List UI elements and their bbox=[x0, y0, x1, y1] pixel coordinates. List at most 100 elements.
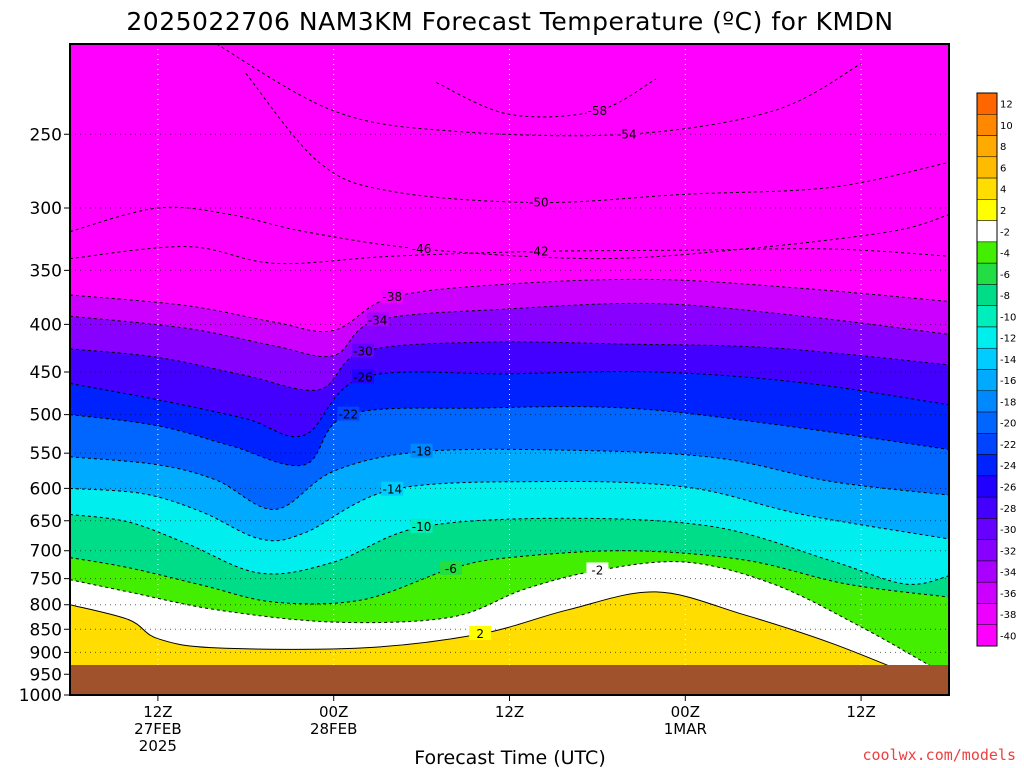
colorbar-cell bbox=[976, 369, 998, 392]
colorbar-label: -16 bbox=[1000, 376, 1016, 387]
y-axis: 250 300 350 400 450 500 550 600 650 700 750 800 850 9… bbox=[19, 125, 70, 706]
colorbar-label: -2 bbox=[1000, 227, 1010, 238]
x-tick-label: 12Z bbox=[846, 703, 875, 721]
colorbar-label: -22 bbox=[1000, 440, 1016, 451]
colorbar-label: -12 bbox=[1000, 334, 1016, 345]
isotherm--18 bbox=[70, 448, 949, 510]
colorbar-label: -28 bbox=[1000, 504, 1016, 515]
colorbar-label: 12 bbox=[1000, 100, 1013, 111]
x-tick-label: 27FEB bbox=[134, 720, 181, 738]
colorbar-cell bbox=[976, 199, 998, 221]
isotherm--58 bbox=[436, 78, 657, 118]
isotherm-label-bg bbox=[469, 625, 492, 640]
colorbar-label: -40 bbox=[1000, 631, 1016, 642]
isotherm-label-bg bbox=[586, 102, 609, 117]
watermark: coolwx.com/models bbox=[862, 746, 1016, 764]
isotherm-label: -34 bbox=[368, 313, 388, 327]
isotherm--34 bbox=[70, 302, 949, 358]
x-tick-label: 1MAR bbox=[664, 720, 707, 738]
colorbar-cell bbox=[976, 539, 998, 562]
colorbar: 12 10 8 6 4 2 -2 -4 -6 -8 -10 -12 -14 -16 -18 -20 -22 -24… bbox=[976, 92, 1016, 647]
isotherm-label: -54 bbox=[617, 127, 637, 141]
colorbar-cell bbox=[976, 560, 998, 583]
colorbar-label: -20 bbox=[1000, 419, 1016, 430]
isotherm-label: -14 bbox=[382, 483, 402, 497]
isotherm--6 bbox=[70, 550, 949, 605]
x-tick-label: 00Z bbox=[319, 703, 348, 721]
y-tick-label: 400 bbox=[30, 315, 62, 335]
isotherm--26 bbox=[70, 371, 949, 438]
y-tick-label: 500 bbox=[30, 406, 62, 426]
colorbar-label: -34 bbox=[1000, 568, 1016, 579]
isotherm-label: -38 bbox=[382, 290, 402, 304]
isotherm--46 bbox=[70, 206, 949, 260]
colorbar-label: -32 bbox=[1000, 546, 1016, 557]
colorbar-label: 4 bbox=[1000, 185, 1006, 196]
colorbar-label: -26 bbox=[1000, 482, 1016, 493]
colorbar-cell bbox=[976, 518, 998, 540]
isotherm--2 bbox=[70, 561, 949, 674]
colorbar-label: 2 bbox=[1000, 206, 1006, 217]
colorbar-label: -6 bbox=[1000, 270, 1010, 281]
isotherm-label-bg bbox=[410, 241, 433, 256]
colorbar-cell bbox=[976, 411, 998, 434]
y-tick-label: 550 bbox=[30, 444, 62, 464]
isotherm--22 bbox=[70, 406, 949, 467]
colorbar-cell bbox=[976, 305, 998, 328]
colorbar-cell bbox=[976, 241, 998, 264]
isotherm-label-bg bbox=[381, 481, 404, 496]
isotherm-label-bg bbox=[410, 443, 433, 458]
colorbar-label: 8 bbox=[1000, 142, 1006, 153]
isotherm-label: 2 bbox=[476, 627, 484, 641]
colorbar-label: 10 bbox=[1000, 121, 1013, 132]
y-tick-label: 950 bbox=[30, 665, 62, 685]
isotherm-label: -22 bbox=[339, 408, 359, 422]
y-tick-label: 800 bbox=[30, 596, 62, 616]
colorbar-cell bbox=[976, 390, 998, 413]
colorbar-frame bbox=[976, 92, 998, 647]
isotherm-label: -6 bbox=[445, 562, 457, 576]
colorbar-cell bbox=[976, 603, 998, 625]
colorbar-cell bbox=[976, 262, 998, 285]
isotherm-label: -30 bbox=[353, 345, 373, 359]
colorbar-cell bbox=[976, 220, 998, 243]
colorbar-cell bbox=[976, 177, 998, 200]
colorbar-cell bbox=[976, 624, 998, 647]
y-tick-label: 350 bbox=[30, 261, 62, 281]
colorbar-label: -24 bbox=[1000, 461, 1016, 472]
chart-title: 2025022706 NAM3KM Forecast Temperature (… bbox=[126, 7, 893, 36]
colorbar-cell bbox=[976, 135, 998, 158]
y-tick-label: 300 bbox=[30, 199, 62, 219]
isotherm-label: -50 bbox=[529, 196, 549, 210]
isotherm--14 bbox=[70, 480, 949, 542]
colorbar-cell bbox=[976, 156, 998, 179]
colorbar-cell bbox=[976, 326, 998, 349]
isotherm-label-bg bbox=[527, 243, 550, 258]
isotherm-label: -26 bbox=[353, 370, 373, 384]
colorbar-cell bbox=[976, 496, 998, 519]
isotherm-label: -58 bbox=[588, 104, 608, 118]
x-tick-label: 2025 bbox=[139, 737, 177, 755]
colorbar-cell bbox=[976, 284, 998, 306]
isotherm-label-bg bbox=[337, 406, 360, 421]
y-tick-label: 750 bbox=[30, 570, 62, 590]
isotherm-label: -42 bbox=[529, 244, 549, 258]
isotherm-label-bg bbox=[352, 369, 374, 384]
isotherm-contours: -58-54-50-46 -42-38-34-30-26-22-18-14-10-… bbox=[70, 44, 949, 679]
colorbar-label: -8 bbox=[1000, 291, 1010, 302]
y-tick-label: 250 bbox=[30, 125, 62, 145]
isotherm-label-bg bbox=[410, 518, 433, 533]
colorbar-label: -36 bbox=[1000, 589, 1016, 600]
isotherm--38 bbox=[70, 278, 949, 332]
isotherm--54 bbox=[216, 44, 862, 137]
x-axis-label: Forecast Time (UTC) bbox=[414, 747, 605, 768]
colorbar-cell bbox=[976, 454, 998, 477]
colorbar-label: -18 bbox=[1000, 397, 1016, 408]
colorbar-cell bbox=[976, 433, 998, 455]
isotherm-label-bg bbox=[439, 560, 462, 575]
isotherm-label-bg bbox=[352, 343, 374, 358]
isotherm--10 bbox=[70, 514, 949, 585]
isotherm-label-bg bbox=[586, 562, 609, 577]
isotherm-label-bg bbox=[527, 194, 550, 209]
y-tick-label: 600 bbox=[30, 479, 62, 499]
